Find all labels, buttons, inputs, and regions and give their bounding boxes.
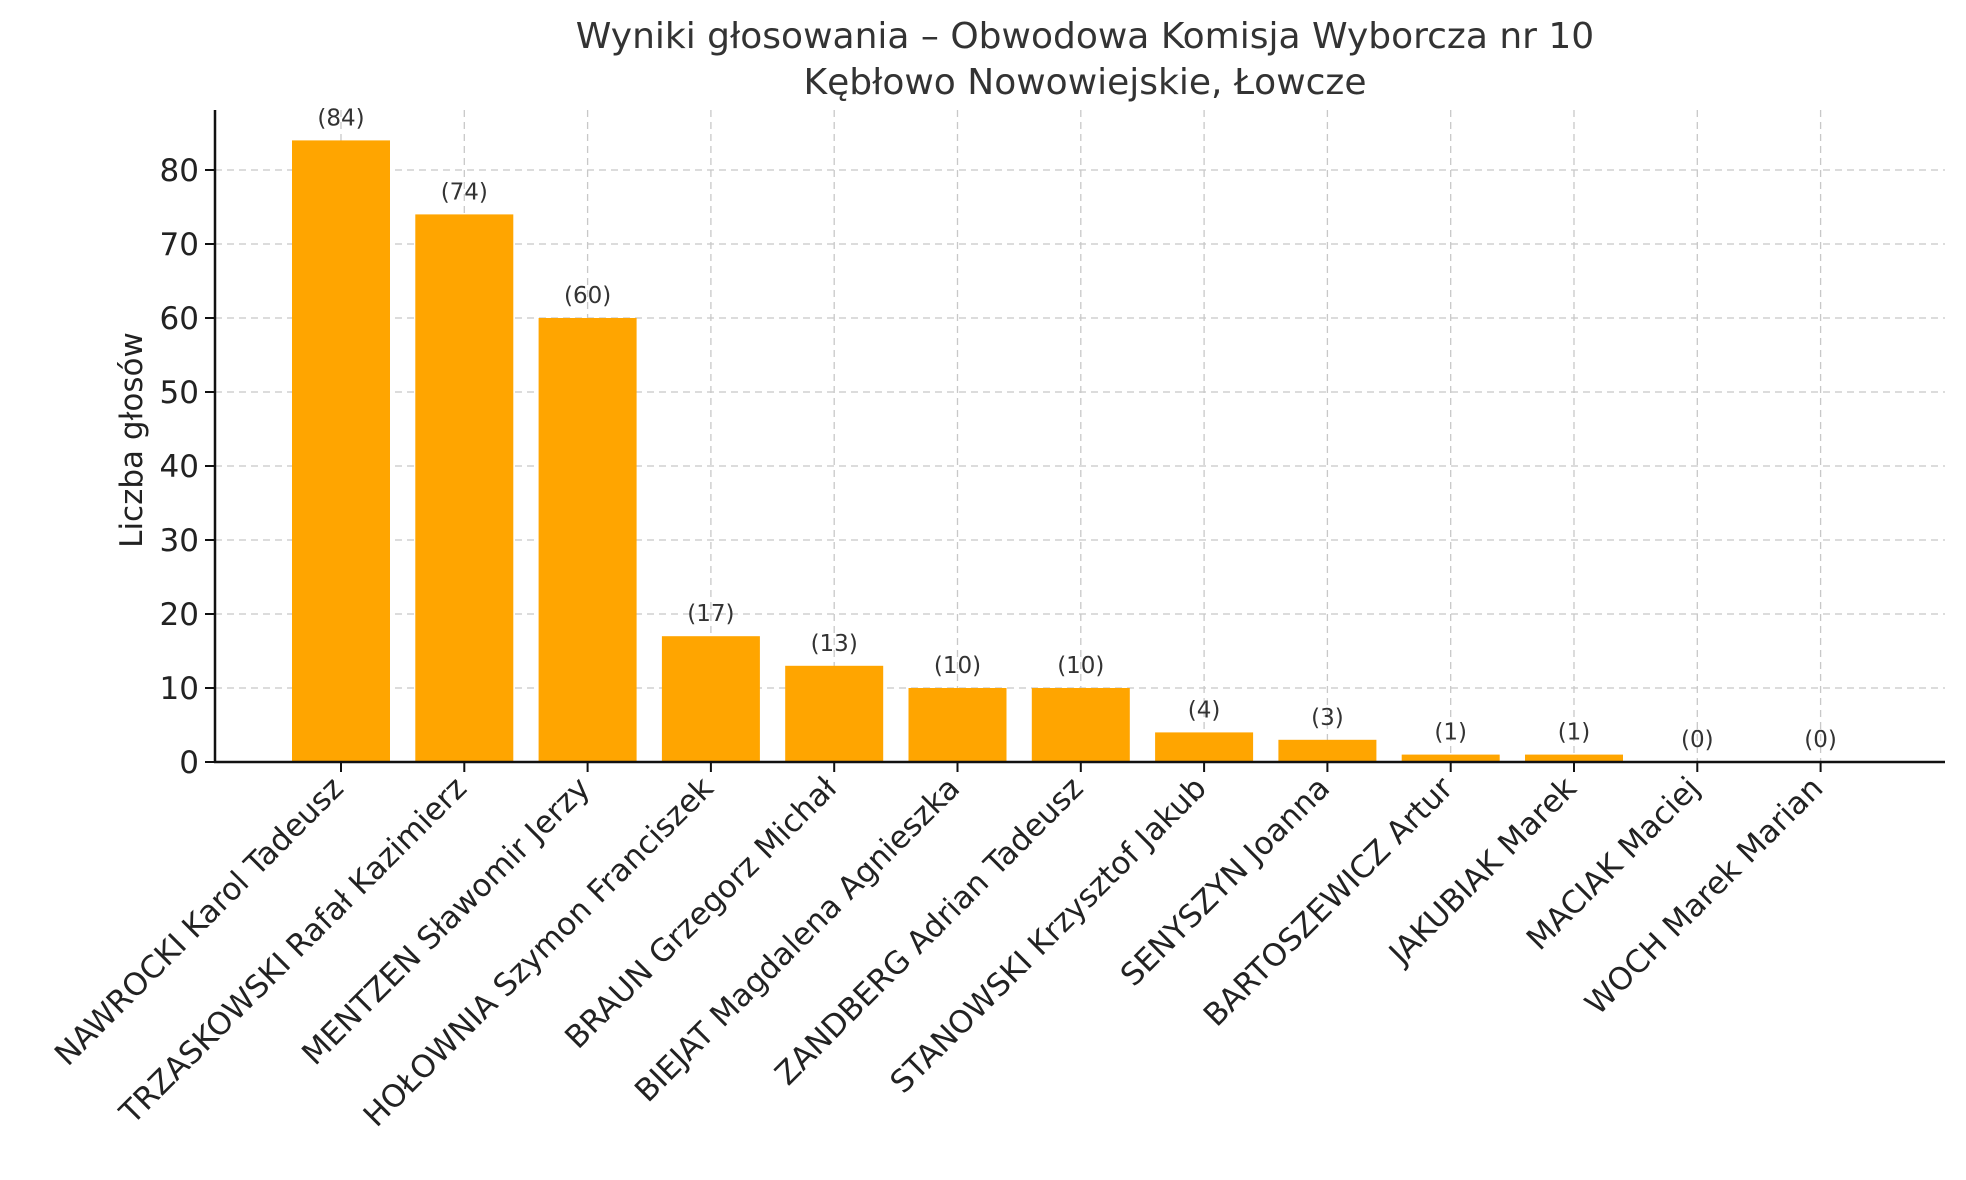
data-label: (60)	[564, 283, 611, 309]
chart-title-line-1: Wyniki głosowania – Obwodowa Komisja Wyb…	[576, 16, 1594, 57]
chart-title-line-2: Kębłowo Nowowiejskie, Łowcze	[804, 62, 1367, 103]
y-tick-label: 80	[160, 153, 199, 189]
x-tick-label: SENYSZYN Joanna	[1114, 770, 1337, 993]
y-tick-label: 50	[160, 375, 199, 411]
y-tick-label: 60	[160, 301, 199, 337]
y-tick-label: 30	[160, 523, 199, 559]
data-label: (74)	[441, 179, 488, 205]
bar	[908, 688, 1007, 762]
axis-layer	[213, 110, 1945, 764]
data-label: (10)	[934, 653, 981, 679]
data-label: (10)	[1057, 653, 1104, 679]
bar	[1278, 739, 1377, 762]
y-tick-label: 20	[160, 597, 199, 633]
y-tick-label: 0	[179, 745, 199, 781]
x-tick-label: WOCH Marek Marian	[1578, 770, 1830, 1022]
bar	[785, 665, 884, 762]
x-tick-label: BARTOSZEWICZ Artur	[1197, 770, 1461, 1034]
bar	[1155, 732, 1254, 762]
bar	[661, 636, 760, 762]
bar	[292, 140, 390, 762]
data-label-layer: (84) (74) (60) (17) (13) (10) (10) (4) (3) (1) (1)…	[317, 105, 1837, 753]
data-label: (4)	[1188, 697, 1221, 723]
data-label: (0)	[1804, 727, 1837, 753]
bar-layer	[292, 140, 1623, 762]
data-label: (84)	[317, 105, 364, 131]
y-tick-layer: 0 10 20 30 40 50 60 70 80	[160, 153, 215, 781]
data-label: (1)	[1434, 720, 1467, 746]
y-tick-label: 10	[160, 671, 199, 707]
data-label: (3)	[1311, 705, 1344, 731]
data-label: (17)	[687, 601, 734, 627]
y-axis-label: Liczba głosów	[114, 332, 150, 548]
bar	[538, 318, 637, 762]
data-label: (13)	[811, 631, 858, 657]
y-tick-label: 40	[160, 449, 199, 485]
bar	[1401, 754, 1500, 762]
data-label: (1)	[1558, 720, 1591, 746]
bar	[415, 214, 514, 762]
data-label: (0)	[1681, 727, 1714, 753]
y-tick-label: 70	[160, 227, 199, 263]
bar	[1525, 754, 1623, 762]
bar	[1031, 688, 1130, 762]
